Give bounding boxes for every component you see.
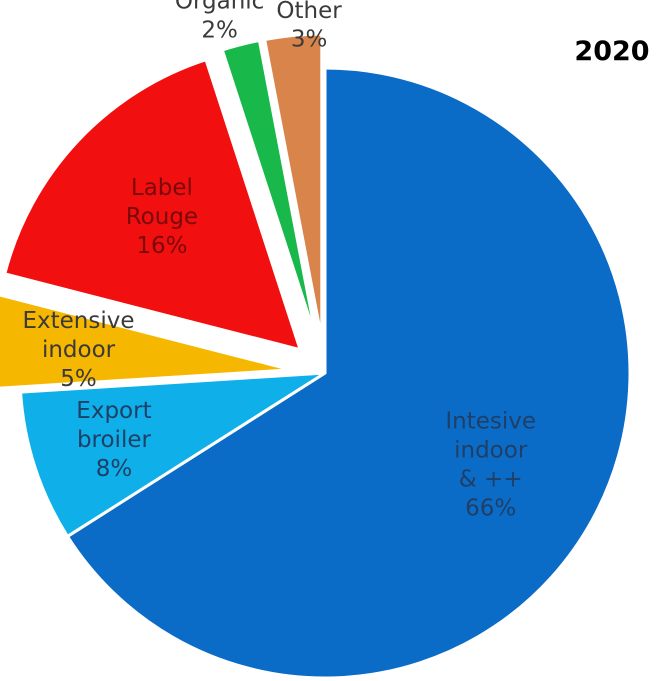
pie-slice-4 bbox=[220, 38, 319, 342]
slice-label-5: Other 3% bbox=[276, 0, 342, 53]
slice-label-line: Other bbox=[276, 0, 342, 24]
slice-label-line: Organic bbox=[175, 0, 264, 15]
slice-label-line: indoor bbox=[42, 337, 116, 363]
pie-slice-3 bbox=[3, 58, 302, 352]
slice-label-line: Intesive bbox=[445, 409, 536, 435]
chart-title: 2020 bbox=[574, 36, 649, 67]
slice-label-line: 3% bbox=[291, 27, 328, 53]
slice-label-line: Rouge bbox=[126, 204, 198, 230]
slice-label-0: Intesive indoor & ++ 66% bbox=[445, 409, 536, 522]
slice-label-line: & ++ bbox=[459, 467, 523, 493]
labels-layer: Intesive indoor & ++ 66% Export broiler 8% Exte… bbox=[23, 0, 537, 522]
pie-slice-5 bbox=[263, 32, 324, 341]
slice-label-2: Extensive indoor 5% bbox=[23, 308, 135, 392]
slice-label-1: Export broiler 8% bbox=[76, 398, 151, 482]
slice-label-3: Label Rouge 16% bbox=[126, 175, 198, 259]
pie-slice-0 bbox=[65, 66, 632, 680]
pie-slice-2 bbox=[0, 293, 293, 390]
slices-layer bbox=[0, 32, 632, 680]
slice-label-line: Export bbox=[76, 398, 151, 424]
pie-slice-1 bbox=[19, 371, 327, 538]
slice-label-line: indoor bbox=[454, 438, 528, 464]
slice-label-line: Label bbox=[131, 175, 193, 201]
slice-label-line: Extensive bbox=[23, 308, 135, 334]
slice-label-line: 5% bbox=[60, 366, 97, 392]
slice-label-line: 2% bbox=[201, 18, 238, 44]
slice-label-line: 66% bbox=[465, 496, 516, 522]
slice-label-line: broiler bbox=[77, 427, 152, 453]
slice-label-line: 8% bbox=[96, 456, 133, 482]
slice-label-4: Organic 2% bbox=[175, 0, 264, 44]
slice-label-line: 16% bbox=[136, 233, 187, 259]
